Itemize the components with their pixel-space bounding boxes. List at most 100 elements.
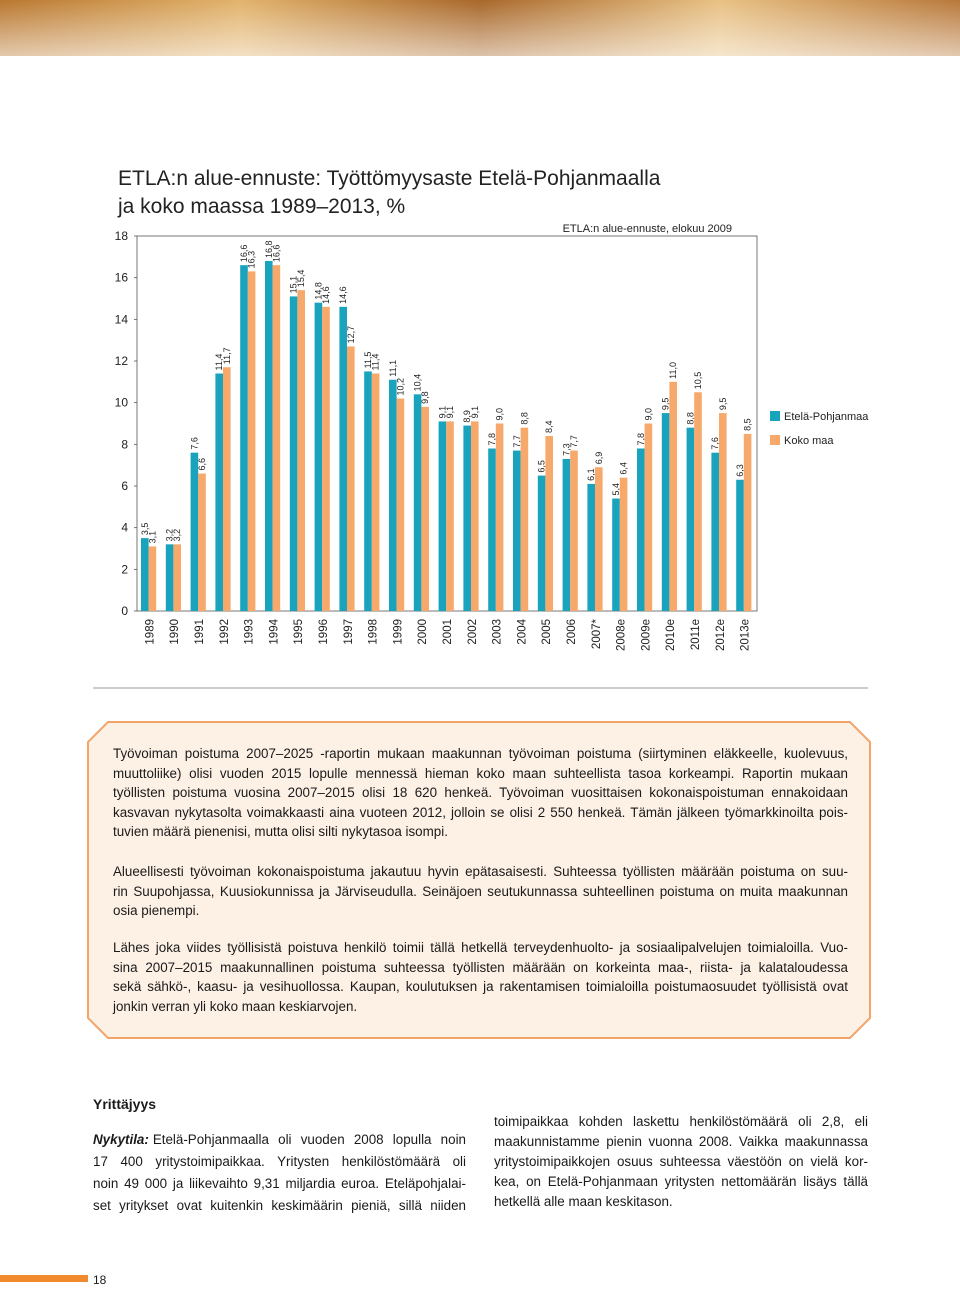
x-tick-label: 1995 xyxy=(293,619,305,645)
y-tick-label: 14 xyxy=(115,312,129,326)
value-label: 10,5 xyxy=(693,372,703,390)
bar xyxy=(694,392,702,611)
chart-annotation: ETLA:n alue-ennuste, elokuu 2009 xyxy=(563,223,732,235)
x-tick-label: 1993 xyxy=(244,619,256,645)
section-text-line: hetkellä alle maan keskitason. xyxy=(494,1194,673,1209)
value-label: 7,6 xyxy=(189,437,199,450)
value-label: 9,8 xyxy=(420,391,430,404)
bar xyxy=(314,302,323,611)
box-text-line: kasvavan nykytasolta voimakkaasti aina v… xyxy=(113,804,848,820)
bar xyxy=(240,265,248,611)
value-label: 9,5 xyxy=(661,398,671,411)
box-text-line: sekä sähkö-, kaasu- ja vesihuollossa. Ka… xyxy=(113,979,848,994)
box-text-line: jonkin verran yli koko maan keskiarvojen… xyxy=(113,998,358,1014)
bar xyxy=(736,479,744,611)
value-label: 15,1 xyxy=(289,276,299,294)
section-text-line: noin 49 000 ja liikevaihto 9,31 miljardi… xyxy=(93,1176,466,1191)
value-label: 14,6 xyxy=(338,286,348,304)
box-text-line: muuttoliike) olisi vuoden 2015 lopulle m… xyxy=(113,765,848,781)
section-text-line: kea, on Etelä-Pohjanmaan yritysten netto… xyxy=(494,1174,868,1189)
bar xyxy=(570,450,578,611)
x-tick-label: 1990 xyxy=(169,619,181,645)
value-label: 9,5 xyxy=(718,398,728,411)
box-text-line: tuvien määrä pienenisi, mutta olisi silt… xyxy=(113,824,448,839)
value-label: 8,5 xyxy=(743,418,753,431)
bar xyxy=(371,373,380,611)
y-tick-label: 8 xyxy=(121,437,128,451)
value-label: 3,5 xyxy=(140,523,150,536)
legend-swatch xyxy=(770,411,780,421)
bar xyxy=(520,427,529,611)
bar xyxy=(223,367,231,611)
section-heading: Yrittäjyys xyxy=(93,1096,157,1112)
value-label: 8,4 xyxy=(544,420,554,433)
bar xyxy=(396,398,405,611)
x-tick-label: 2007* xyxy=(591,618,603,649)
bar xyxy=(339,306,347,611)
bar xyxy=(413,394,422,611)
bar xyxy=(545,436,553,611)
bar xyxy=(644,423,653,611)
bar xyxy=(289,296,298,611)
bar xyxy=(537,475,546,611)
value-label: 3,1 xyxy=(147,531,157,544)
bar xyxy=(711,452,719,611)
value-label: 3,2 xyxy=(172,529,182,542)
bar xyxy=(247,271,256,611)
section-text-line: yritystoimipaikkojen osuus suhteessa väe… xyxy=(494,1154,868,1169)
chart-title: ETLA:n alue-ennuste: Työttömyysaste Etel… xyxy=(118,167,661,190)
x-tick-label: 1999 xyxy=(392,619,404,645)
value-label: 7,3 xyxy=(561,443,571,456)
bar xyxy=(562,458,571,611)
bar xyxy=(595,467,603,611)
value-label: 6,4 xyxy=(619,462,629,475)
x-tick-label: 2001 xyxy=(442,619,454,645)
bar xyxy=(446,421,454,611)
value-label: 3,2 xyxy=(165,529,175,542)
bar xyxy=(198,473,206,611)
y-tick-label: 12 xyxy=(115,354,129,368)
value-label: 10,4 xyxy=(413,374,423,392)
page-number: 18 xyxy=(93,1273,107,1287)
bar xyxy=(661,413,670,611)
legend-swatch xyxy=(770,435,780,445)
bar xyxy=(637,448,645,611)
bar xyxy=(513,450,521,611)
x-tick-label: 1996 xyxy=(318,619,330,645)
info-box xyxy=(87,721,871,1039)
x-tick-label: 1994 xyxy=(268,618,280,644)
value-label: 16,3 xyxy=(247,251,257,269)
value-label: 16,8 xyxy=(264,240,274,258)
value-label: 6,1 xyxy=(586,468,596,481)
header-photo-fade xyxy=(0,0,960,56)
value-label: 7,8 xyxy=(487,433,497,446)
x-tick-label: 1998 xyxy=(368,619,380,645)
x-tick-label: 1989 xyxy=(144,619,156,645)
value-label: 6,3 xyxy=(735,464,745,477)
section-text-line: 17 400 yritystoimipaikkaa. Yritysten hen… xyxy=(93,1154,466,1169)
value-label: 11,4 xyxy=(214,354,224,371)
value-label: 9,0 xyxy=(643,408,653,421)
value-label: 16,6 xyxy=(239,245,249,263)
x-tick-label: 1992 xyxy=(219,619,231,645)
x-tick-label: 2002 xyxy=(467,619,479,645)
x-tick-label: 1997 xyxy=(343,619,355,645)
bar xyxy=(322,306,330,611)
value-label: 8,8 xyxy=(519,412,529,425)
y-tick-label: 6 xyxy=(121,479,128,493)
x-tick-label: 2003 xyxy=(492,619,504,645)
x-tick-label: 2004 xyxy=(516,618,528,644)
x-tick-label: 2010e xyxy=(665,619,677,651)
value-label: 14,6 xyxy=(321,286,331,304)
value-label: 7,7 xyxy=(569,435,579,448)
bar xyxy=(141,538,149,611)
x-tick-label: 2000 xyxy=(417,619,429,645)
value-label: 10,2 xyxy=(395,378,405,396)
chart-title: ja koko maassa 1989–2013, % xyxy=(117,195,405,218)
value-label: 15,4 xyxy=(296,270,306,288)
box-text-line: sina 2007–2015 maakunnallinen poistuma s… xyxy=(113,959,848,975)
x-tick-label: 2006 xyxy=(566,619,578,645)
x-tick-label: 1991 xyxy=(194,619,206,645)
